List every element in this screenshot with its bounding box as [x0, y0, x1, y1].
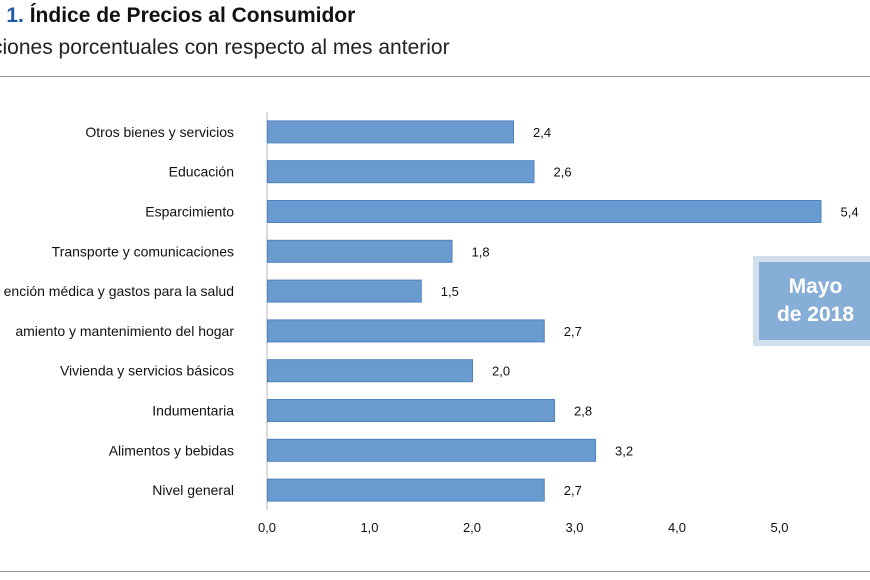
chart-title-main: Índice de Precios al Consumidor	[29, 4, 356, 27]
category-label: Transporte y comunicaciones	[52, 243, 234, 259]
bar	[267, 279, 422, 303]
x-tick-label: 4,0	[668, 520, 686, 535]
value-labels: 2,4 2,6 5,4 1,8 1,5 2,7 2,0 2,8 3,2 2,7	[441, 125, 859, 498]
x-tick-label: 3,0	[565, 520, 583, 535]
value-label: 2,8	[574, 404, 592, 419]
x-tick-label: 0,0	[258, 520, 276, 535]
category-label: Esparcimiento	[145, 204, 234, 220]
category-label: Vivienda y servicios básicos	[60, 363, 234, 379]
value-label: 2,7	[564, 324, 582, 339]
category-label: Indumentaria	[152, 403, 234, 419]
category-label: Otros bienes y servicios	[85, 124, 234, 140]
x-tick-label: 5,0	[770, 520, 788, 535]
category-label: ención médica y gastos para la salud	[4, 283, 234, 299]
value-label: 2,4	[533, 125, 551, 140]
bar	[267, 478, 545, 502]
category-label: amiento y mantenimiento del hogar	[15, 323, 234, 339]
x-tick-labels: 0,0 1,0 2,0 3,0 4,0 5,0	[258, 520, 789, 535]
x-tick-label: 1,0	[360, 520, 378, 535]
bars	[267, 120, 822, 502]
value-label: 2,7	[564, 483, 582, 498]
value-label: 3,2	[615, 443, 633, 458]
chart-title-prefix: co 1.	[0, 4, 24, 27]
chart-subtitle: ciones porcentuales con respecto al mes …	[0, 36, 450, 59]
bottom-divider	[0, 571, 870, 572]
bar	[267, 438, 596, 462]
period-badge-inner: Mayo de 2018	[759, 262, 870, 340]
category-label: Alimentos y bebidas	[109, 442, 234, 458]
category-labels: Otros bienes y servicios Educación Esparci…	[4, 124, 235, 498]
top-divider	[0, 76, 870, 77]
value-label: 1,5	[441, 284, 459, 299]
period-badge: Mayo de 2018	[753, 256, 870, 346]
chart-title: co 1. Índice de Precios al Consumidor	[0, 4, 355, 28]
category-label: Educación	[169, 164, 234, 180]
bar	[267, 359, 473, 383]
value-label: 2,6	[554, 165, 572, 180]
value-label: 2,0	[492, 364, 510, 379]
value-label: 1,8	[472, 244, 490, 259]
bar	[267, 200, 822, 223]
period-badge-month: Mayo	[788, 275, 843, 298]
x-tick-label: 2,0	[463, 520, 481, 535]
bar	[267, 239, 453, 263]
bar	[267, 399, 555, 422]
period-badge-year: de 2018	[776, 303, 855, 326]
bar	[267, 120, 514, 144]
bar	[267, 160, 535, 184]
value-label: 5,4	[841, 205, 859, 220]
bar	[267, 319, 545, 343]
category-label: Nivel general	[152, 482, 234, 498]
